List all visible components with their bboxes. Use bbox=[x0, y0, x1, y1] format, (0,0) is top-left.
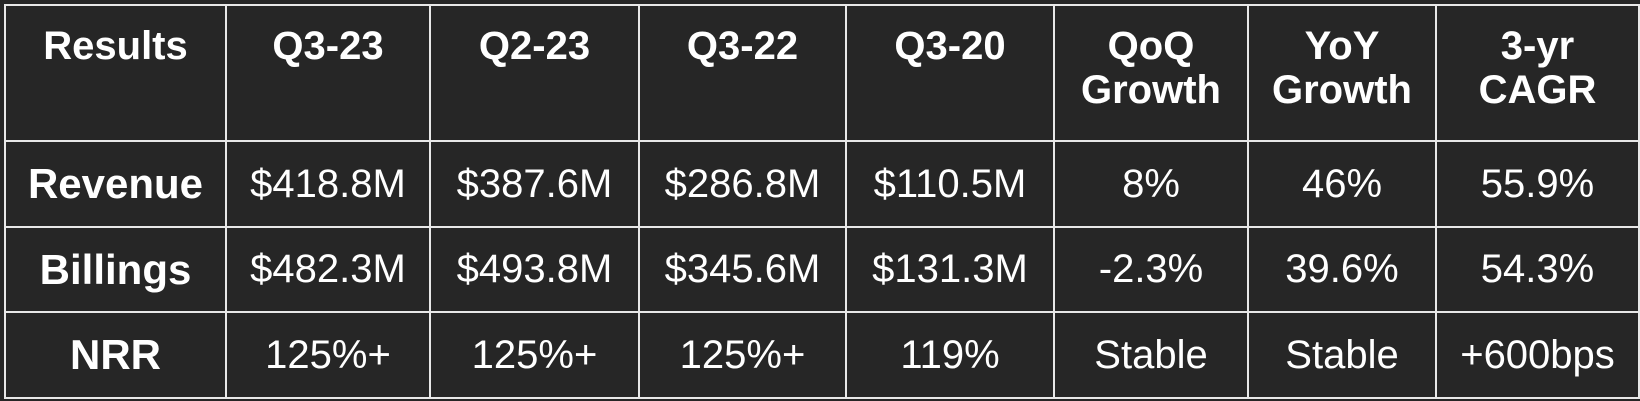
header-cell: Q3-23 bbox=[225, 4, 431, 142]
row-header: Billings bbox=[4, 226, 227, 313]
header-cell: 3-yr CAGR bbox=[1435, 4, 1640, 142]
table-cell: Stable bbox=[1247, 311, 1437, 399]
header-cell: QoQ Growth bbox=[1053, 4, 1249, 142]
table-cell: 46% bbox=[1247, 140, 1437, 228]
header-cell: Q2-23 bbox=[429, 4, 640, 142]
table-cell: $286.8M bbox=[638, 140, 847, 228]
table-cell: 125%+ bbox=[225, 311, 431, 399]
table-cell: $345.6M bbox=[638, 226, 847, 313]
header-cell: Q3-20 bbox=[845, 4, 1055, 142]
table-row: Revenue $418.8M $387.6M $286.8M $110.5M 8% 46%… bbox=[4, 140, 1640, 228]
table-cell: 125%+ bbox=[429, 311, 640, 399]
header-cell: Q3-22 bbox=[638, 4, 847, 142]
table-cell: 54.3% bbox=[1435, 226, 1640, 313]
table-cell: 55.9% bbox=[1435, 140, 1640, 228]
table-cell: Stable bbox=[1053, 311, 1249, 399]
row-header: Revenue bbox=[4, 140, 227, 228]
table-cell: 39.6% bbox=[1247, 226, 1437, 313]
header-row: Results Q3-23 Q2-23 Q3-22 Q3-20 QoQ Growth YoY… bbox=[4, 4, 1640, 142]
table-cell: 8% bbox=[1053, 140, 1249, 228]
table-cell: $110.5M bbox=[845, 140, 1055, 228]
table-cell: $131.3M bbox=[845, 226, 1055, 313]
header-cell: YoY Growth bbox=[1247, 4, 1437, 142]
table-cell: $482.3M bbox=[225, 226, 431, 313]
table-cell: $493.8M bbox=[429, 226, 640, 313]
table-cell: 119% bbox=[845, 311, 1055, 399]
table-row: Billings $482.3M $493.8M $345.6M $131.3M -2.3… bbox=[4, 226, 1640, 313]
table-cell: 125%+ bbox=[638, 311, 847, 399]
table-cell: +600bps bbox=[1435, 311, 1640, 399]
table-cell: -2.3% bbox=[1053, 226, 1249, 313]
row-header: NRR bbox=[4, 311, 227, 399]
table-cell: $418.8M bbox=[225, 140, 431, 228]
table-row: NRR 125%+ 125%+ 125%+ 119% Stable Stable +600bp… bbox=[4, 311, 1640, 399]
results-table: Results Q3-23 Q2-23 Q3-22 Q3-20 QoQ Growth YoY… bbox=[4, 4, 1640, 399]
header-cell: Results bbox=[4, 4, 227, 142]
table-cell: $387.6M bbox=[429, 140, 640, 228]
